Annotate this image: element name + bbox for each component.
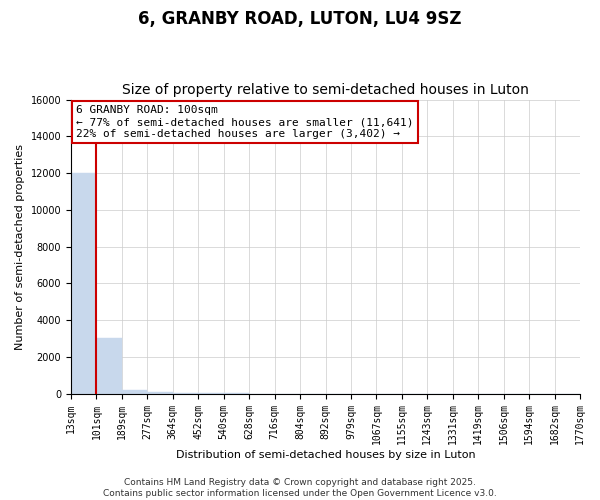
Text: 6, GRANBY ROAD, LUTON, LU4 9SZ: 6, GRANBY ROAD, LUTON, LU4 9SZ [138,10,462,28]
Text: Contains HM Land Registry data © Crown copyright and database right 2025.
Contai: Contains HM Land Registry data © Crown c… [103,478,497,498]
Text: 6 GRANBY ROAD: 100sqm
← 77% of semi-detached houses are smaller (11,641)
22% of : 6 GRANBY ROAD: 100sqm ← 77% of semi-deta… [76,106,413,138]
Bar [97,338,122,394]
Y-axis label: Number of semi-detached properties: Number of semi-detached properties [15,144,25,350]
Bar [148,392,173,394]
Bar [122,390,148,394]
Bar [173,393,198,394]
Bar [71,173,97,394]
X-axis label: Distribution of semi-detached houses by size in Luton: Distribution of semi-detached houses by … [176,450,475,460]
Title: Size of property relative to semi-detached houses in Luton: Size of property relative to semi-detach… [122,83,529,97]
